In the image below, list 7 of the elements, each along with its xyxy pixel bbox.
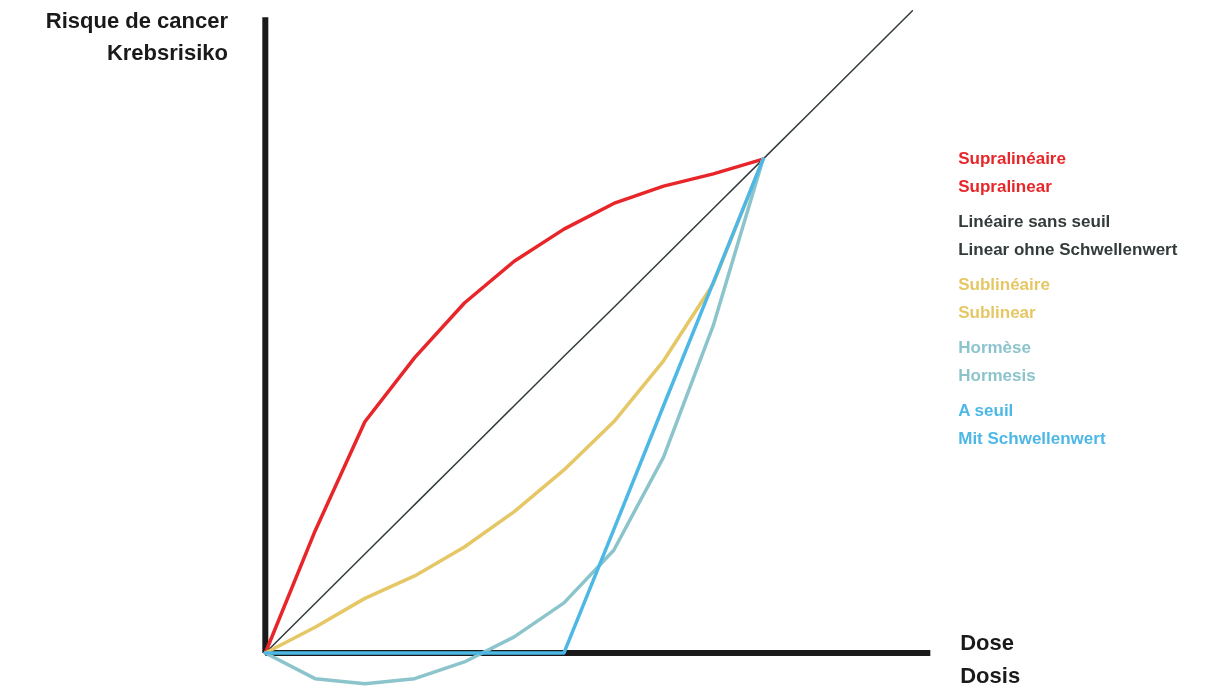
text: Hormèse Hormesis bbox=[958, 337, 1036, 386]
y-axis-title: Risque de cancer Krebsrisiko bbox=[45, 7, 229, 66]
text: Sublinéaire Sublinear bbox=[958, 274, 1050, 323]
text: Linéaire sans seuil Linear ohne Schwellenwert bbox=[958, 211, 1178, 260]
text: A seuil Mit Schwellenwert bbox=[958, 400, 1106, 449]
text: Supralinéaire Supralinear bbox=[958, 148, 1066, 197]
x-axis-title: Dose Dosis bbox=[960, 630, 1021, 688]
